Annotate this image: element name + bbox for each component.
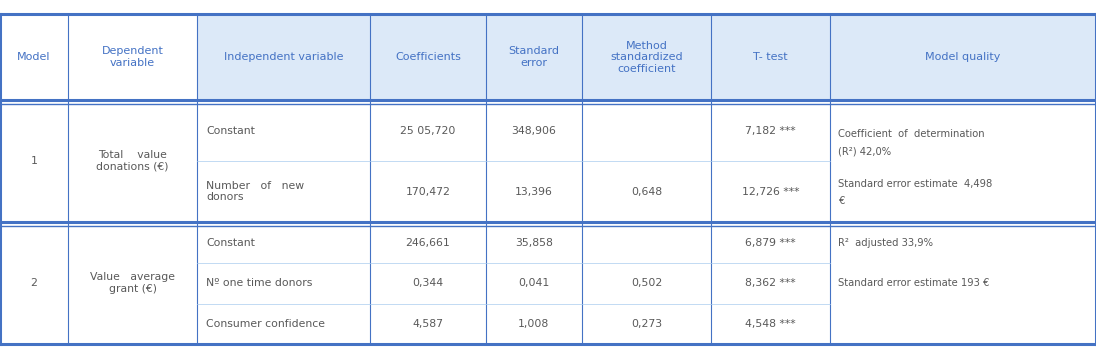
Text: 246,661: 246,661 [406, 237, 450, 247]
Text: Standard error estimate  4,498: Standard error estimate 4,498 [838, 179, 993, 189]
Text: Value   average
grant (€): Value average grant (€) [90, 273, 175, 294]
Bar [197, 14, 1096, 100]
Text: 0,273: 0,273 [631, 319, 662, 329]
Text: Model: Model [18, 52, 50, 62]
Text: 0,502: 0,502 [631, 278, 662, 288]
Text: 13,396: 13,396 [515, 187, 552, 197]
Text: T- test: T- test [753, 52, 788, 62]
Text: Constant: Constant [206, 237, 255, 247]
Text: Model quality: Model quality [925, 52, 1001, 62]
Text: 7,182 ***: 7,182 *** [745, 126, 796, 136]
Text: Consumer confidence: Consumer confidence [206, 319, 326, 329]
Text: 12,726 ***: 12,726 *** [742, 187, 799, 197]
Text: 2: 2 [31, 278, 37, 288]
Text: Method
standardized
coefficient: Method standardized coefficient [610, 40, 683, 74]
Text: 6,879 ***: 6,879 *** [745, 237, 796, 247]
Text: (R²) 42,0%: (R²) 42,0% [838, 147, 891, 157]
Text: Independent variable: Independent variable [224, 52, 344, 62]
Text: 0,648: 0,648 [631, 187, 662, 197]
Text: Coefficient  of  determination: Coefficient of determination [838, 130, 985, 140]
Text: 0,041: 0,041 [518, 278, 549, 288]
Text: 4,548 ***: 4,548 *** [745, 319, 796, 329]
Text: 8,362 ***: 8,362 *** [745, 278, 796, 288]
Text: 0,344: 0,344 [412, 278, 444, 288]
Text: 170,472: 170,472 [406, 187, 450, 197]
Text: €: € [838, 196, 845, 206]
Text: Standard error estimate 193 €: Standard error estimate 193 € [838, 278, 990, 288]
Text: Total    value
donations (€): Total value donations (€) [96, 150, 169, 172]
Text: 1: 1 [31, 156, 37, 166]
Text: 35,858: 35,858 [515, 237, 552, 247]
Text: 348,906: 348,906 [512, 126, 556, 136]
Text: 4,587: 4,587 [412, 319, 444, 329]
Text: 1,008: 1,008 [518, 319, 549, 329]
Text: Coefficients: Coefficients [395, 52, 461, 62]
Text: Number   of   new
donors: Number of new donors [206, 181, 305, 202]
Text: Dependent
variable: Dependent variable [102, 46, 163, 68]
Text: 25 05,720: 25 05,720 [400, 126, 456, 136]
Text: Nº one time donors: Nº one time donors [206, 278, 312, 288]
Text: R²  adjusted 33,9%: R² adjusted 33,9% [838, 237, 934, 247]
Text: Standard
error: Standard error [509, 46, 559, 68]
Bar [0, 14, 197, 100]
Text: Constant: Constant [206, 126, 255, 136]
